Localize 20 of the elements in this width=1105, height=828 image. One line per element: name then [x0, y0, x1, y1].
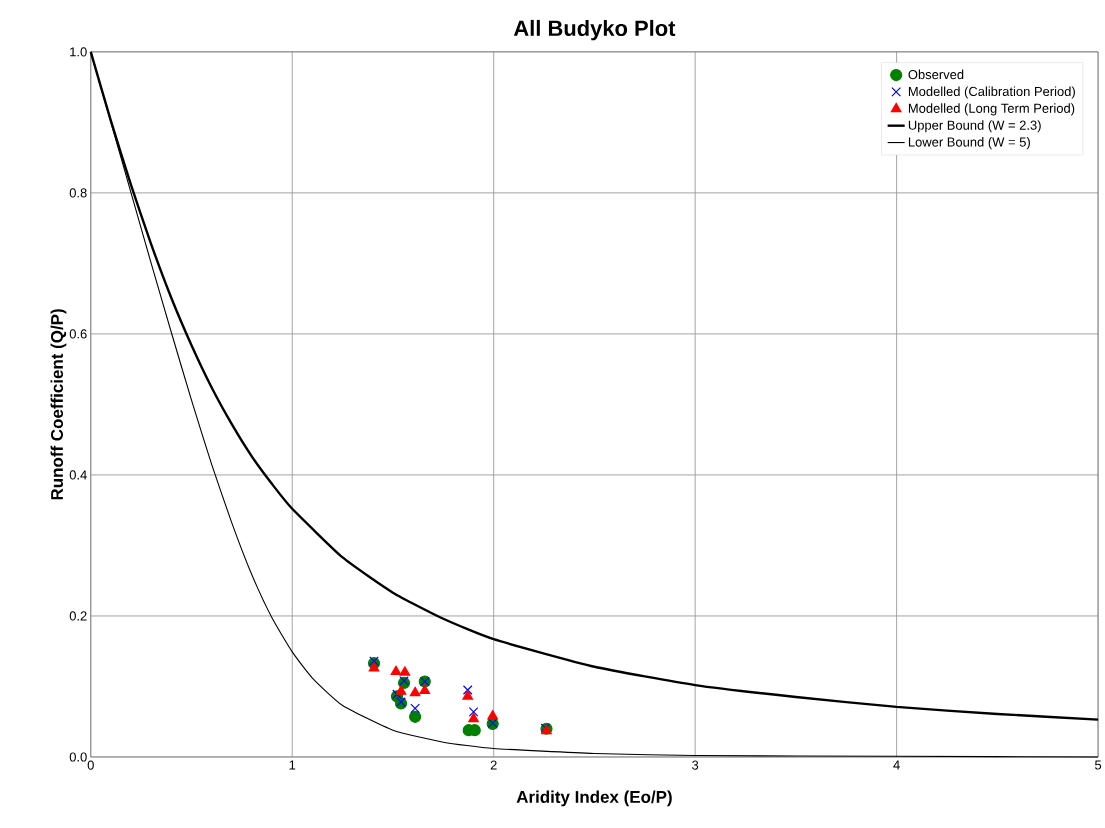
x-tick-label: 3	[692, 760, 699, 770]
y-tick-label: 0.0	[69, 752, 87, 762]
legend-label: Modelled (Long Term Period)	[908, 103, 1075, 116]
legend-label: Upper Bound (W = 2.3)	[908, 120, 1041, 133]
x-tick-label: 1	[289, 760, 296, 770]
legend-label: Lower Bound (W = 5)	[908, 137, 1030, 150]
y-tick-label: 0.6	[69, 329, 87, 339]
chart-title: All Budyko Plot	[513, 19, 676, 41]
y-axis-title: Runoff Coefficient (Q/P)	[50, 309, 67, 500]
y-tick-label: 0.2	[69, 611, 87, 621]
x-tick-label: 2	[490, 760, 497, 770]
legend-label: Modelled (Calibration Period)	[908, 86, 1075, 99]
x-tick-label: 5	[1094, 760, 1102, 770]
y-tick-label: 0.4	[69, 470, 87, 480]
x-tick-label: 0	[87, 760, 94, 770]
x-tick-label: 4	[893, 760, 900, 770]
y-tick-label: 0.8	[69, 188, 87, 198]
x-axis-title: Aridity Index (Eo/P)	[516, 790, 672, 807]
y-tick-label: 1.0	[70, 47, 87, 57]
legend-label: Observed	[908, 69, 964, 80]
